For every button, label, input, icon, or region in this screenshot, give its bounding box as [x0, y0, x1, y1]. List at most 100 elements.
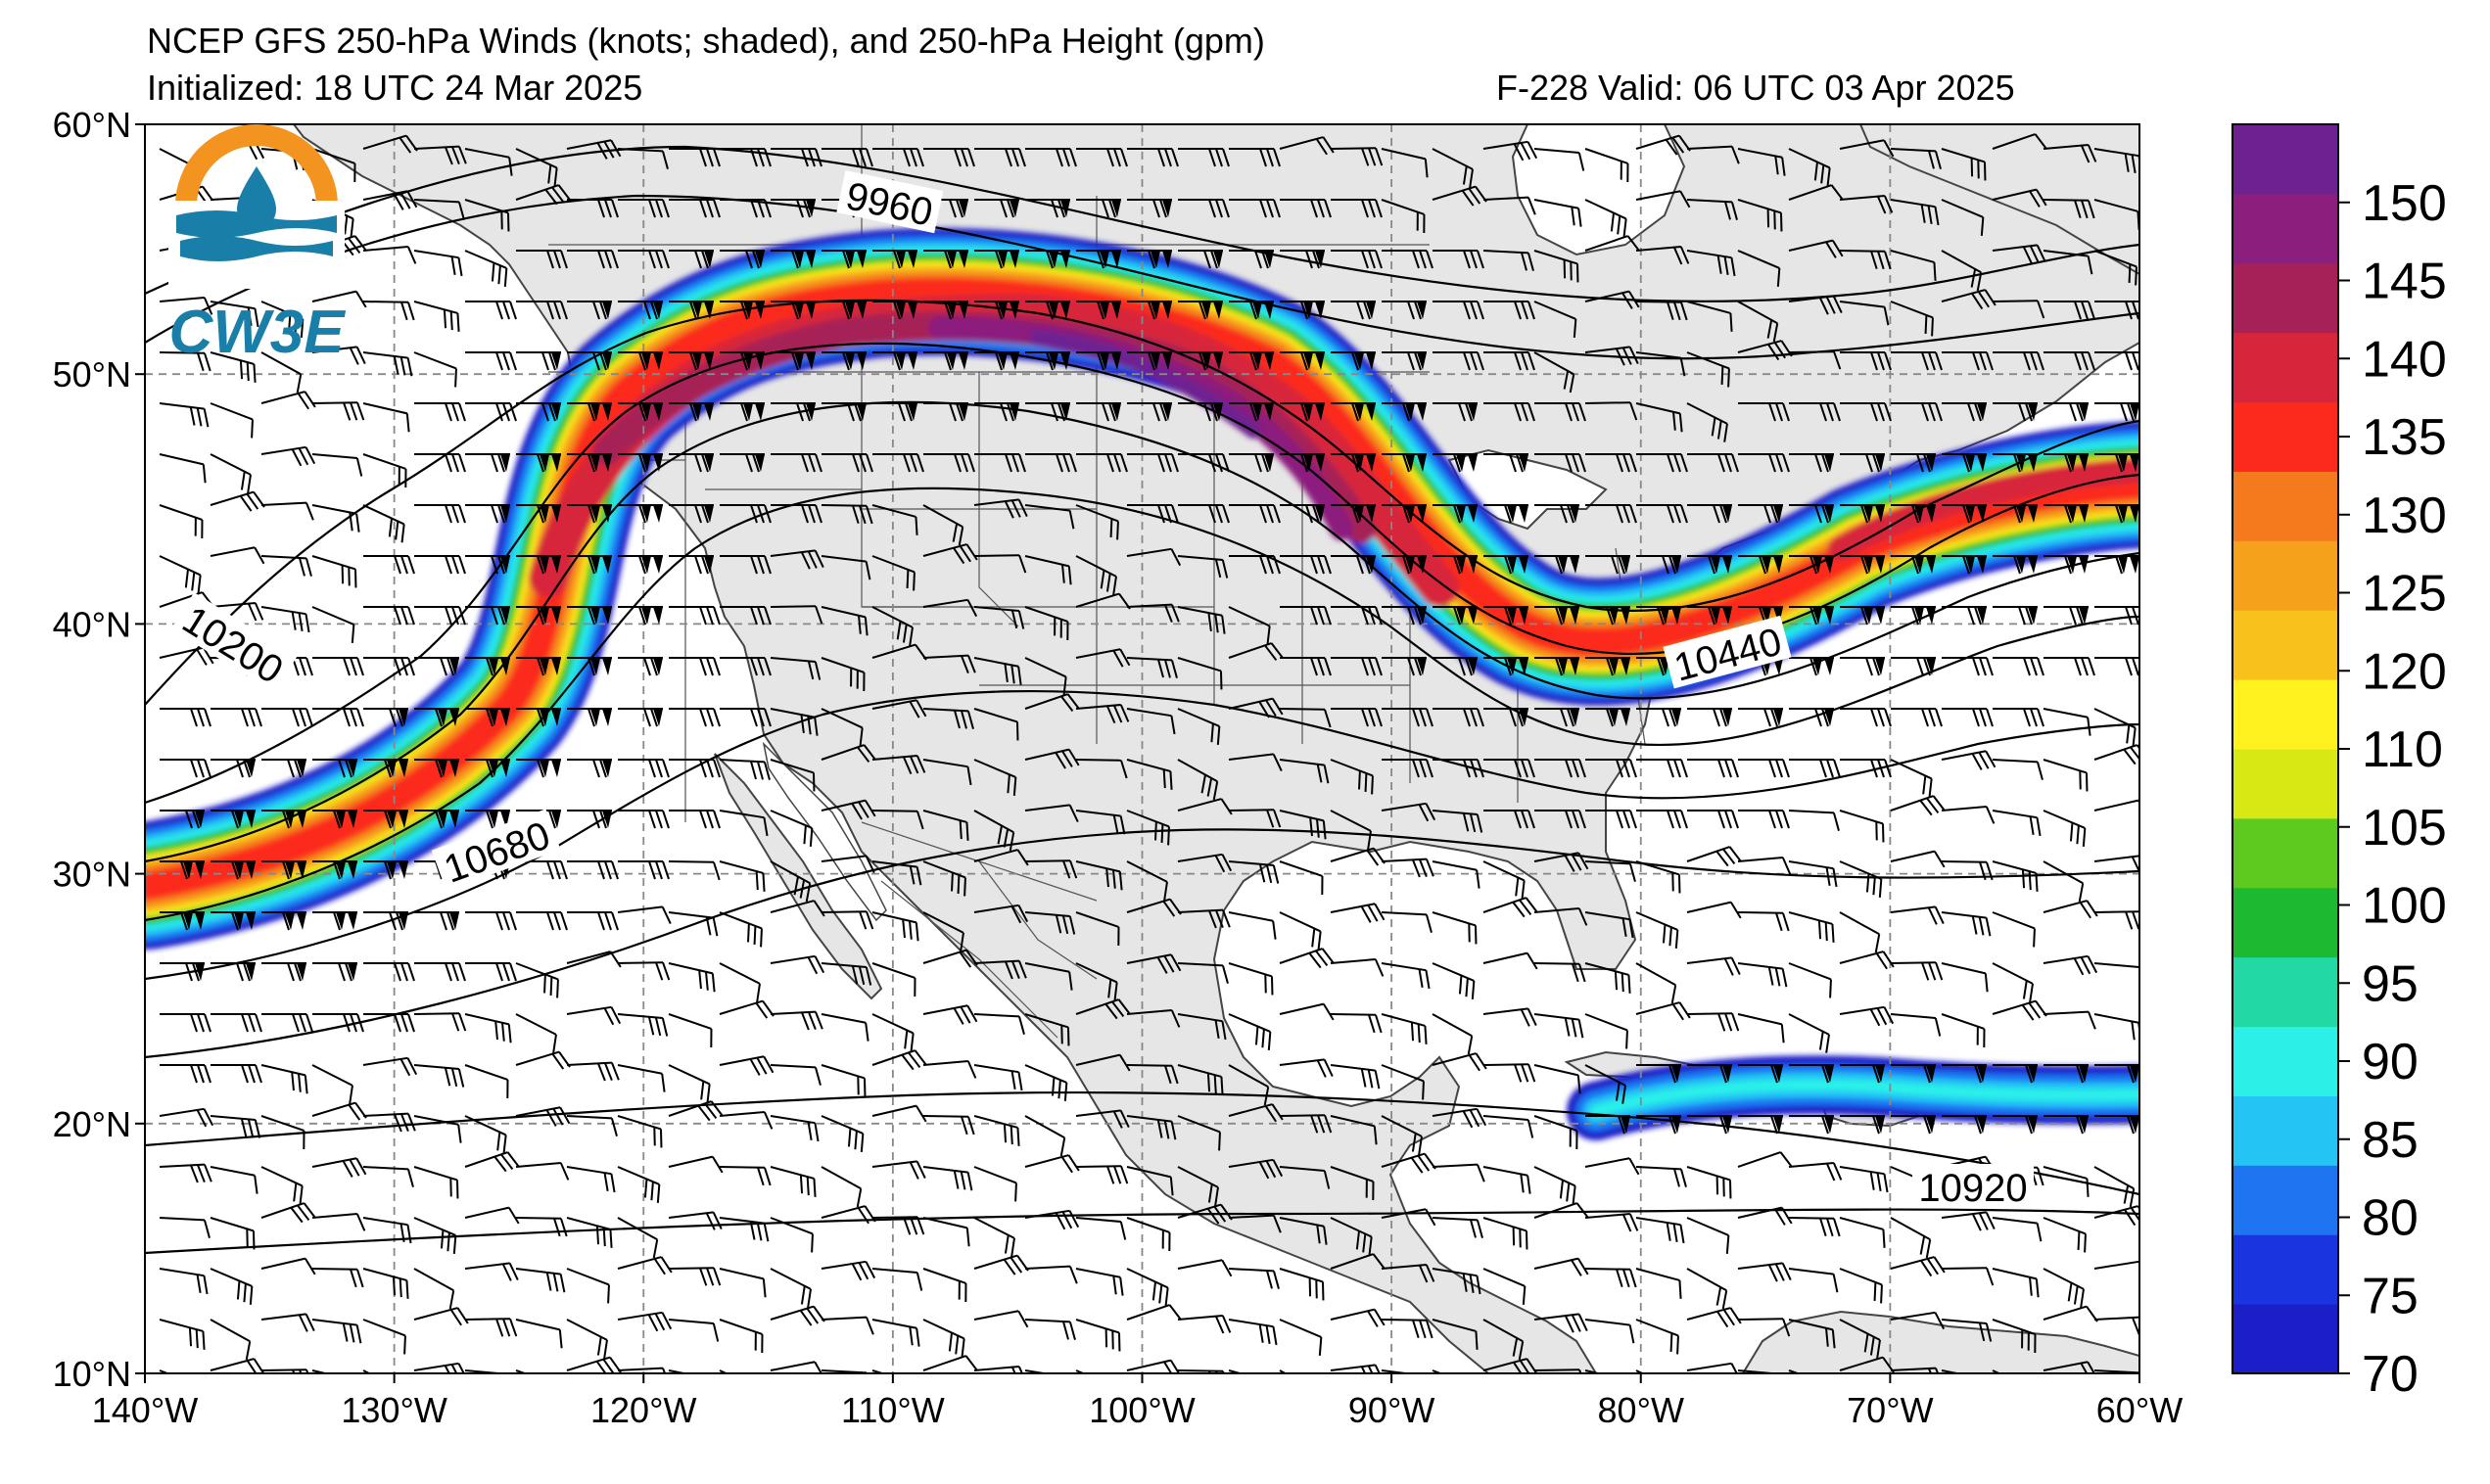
wind-barb — [260, 445, 316, 467]
wind-barb-flag — [500, 709, 510, 726]
wind-barb-feather — [852, 505, 860, 524]
wind-barb-feather — [1521, 402, 1528, 422]
wind-barb-feather — [944, 351, 952, 371]
wind-barb — [260, 301, 305, 338]
wind-barb-feather — [1162, 901, 1176, 917]
height-contour-line — [145, 828, 2139, 1059]
wind-barb — [362, 1319, 406, 1355]
wind-barb-feather — [541, 402, 549, 422]
wind-barb — [1992, 133, 2047, 150]
wind-barb-staff — [1686, 1012, 1733, 1015]
wind-barb-feather — [705, 971, 709, 991]
wind-barb-feather — [1060, 1025, 1063, 1044]
wind-barb-staff — [922, 543, 967, 557]
wind-barb-feather — [236, 759, 244, 778]
wind-barb-feather — [713, 759, 721, 778]
wind-barb — [1381, 1115, 1423, 1155]
wind-barb — [1126, 1008, 1181, 1028]
wind-barb — [1534, 402, 1586, 422]
wind-barb-flag — [348, 861, 357, 879]
wind-barb-feather — [355, 1324, 362, 1344]
wind-barb-staff — [871, 860, 917, 868]
wind-barb-staff — [973, 810, 1014, 834]
wind-barb — [1178, 250, 1223, 269]
wind-barb-feather — [2115, 453, 2123, 473]
wind-barb-staff — [1432, 962, 1475, 982]
wind-barb-feather — [1015, 721, 1019, 741]
wind-barb-feather — [1117, 926, 1120, 946]
wind-barb-feather — [958, 527, 964, 546]
wind-barb-feather — [552, 1034, 557, 1053]
wind-barb-feather — [1932, 795, 1946, 812]
wind-barb-feather — [808, 504, 816, 524]
wind-barb — [1839, 810, 1885, 843]
wind-barb-feather — [1555, 606, 1563, 626]
wind-barb-feather — [1304, 1389, 1318, 1408]
wind-barb-feather — [903, 453, 911, 473]
wind-barb-flag — [1100, 352, 1109, 370]
wind-barb-staff — [821, 744, 865, 761]
wind-barb-feather — [1010, 1257, 1023, 1274]
wind-barb-feather — [1258, 701, 1270, 719]
wind-barb-feather — [1355, 1230, 1360, 1250]
wind-barb-feather — [750, 199, 758, 218]
wind-barb — [1482, 1007, 1537, 1027]
wind-barb — [719, 1217, 770, 1242]
wind-barb — [1942, 351, 1994, 371]
wind-barb-feather — [689, 351, 697, 371]
wind-barb-feather — [400, 555, 408, 575]
wind-barb-feather — [1521, 351, 1528, 371]
wind-barb-feather — [1870, 708, 1878, 727]
wind-barb-feather — [1056, 453, 1063, 473]
wind-barb-flag — [1914, 505, 1924, 523]
wind-barb — [1533, 148, 1585, 171]
wind-barb-staff — [413, 1307, 458, 1321]
wind-barb — [871, 1319, 920, 1347]
wind-barb — [1584, 401, 1638, 421]
wind-barb-feather — [394, 1013, 401, 1033]
wind-barb — [1738, 504, 1783, 524]
wind-barb-feather — [910, 1216, 918, 1235]
wind-barb-feather — [1067, 566, 1072, 585]
wind-barb — [1533, 852, 1589, 872]
wind-barb-feather — [1781, 857, 1792, 875]
wind-barb-feather — [509, 1318, 518, 1337]
wind-barb-staff — [311, 453, 357, 460]
wind-barb-feather — [399, 1278, 402, 1298]
wind-barb — [617, 1166, 661, 1203]
wind-barb-staff — [566, 1005, 612, 1015]
wind-barb-feather — [1263, 1087, 1270, 1106]
wind-barb-staff — [1228, 697, 1274, 710]
wind-barb — [160, 860, 205, 880]
wind-barb — [1687, 606, 1732, 626]
wind-barb — [414, 657, 459, 676]
wind-barb-feather — [799, 879, 806, 899]
wind-barb-feather — [1667, 759, 1674, 778]
wind-barb-staff — [464, 148, 510, 159]
wind-barb-staff — [1737, 301, 1778, 325]
wind-barb — [1686, 1362, 1742, 1373]
wind-barb-feather — [1477, 351, 1484, 371]
wind-barb-feather — [1667, 810, 1674, 829]
wind-barb-feather — [701, 504, 709, 524]
wind-barb — [1024, 1013, 1070, 1046]
wind-barb-staff — [1075, 1217, 1121, 1224]
wind-barb — [1024, 859, 1078, 879]
colorbar-tick-label: 125 — [2362, 566, 2447, 623]
wind-barb-feather — [701, 453, 709, 473]
wind-barb — [1737, 911, 1790, 932]
wind-barb-staff — [1992, 1217, 2038, 1225]
contour-label-bg — [1912, 1164, 2034, 1207]
wind-barb — [922, 1115, 975, 1136]
wind-barb-flag — [1315, 251, 1325, 268]
wind-barb-feather — [851, 1263, 863, 1281]
wind-barb-feather — [2078, 883, 2085, 903]
wind-barb-feather — [394, 1113, 402, 1133]
wind-barb — [2043, 1010, 2096, 1030]
wind-barb-feather — [1572, 963, 1579, 983]
wind-barb-feather — [1527, 1119, 1534, 1138]
wind-barb-staff — [2093, 708, 2137, 729]
wind-barb-feather — [1310, 555, 1318, 575]
wind-barb — [668, 1211, 723, 1230]
wind-barb-feather — [450, 1068, 458, 1088]
